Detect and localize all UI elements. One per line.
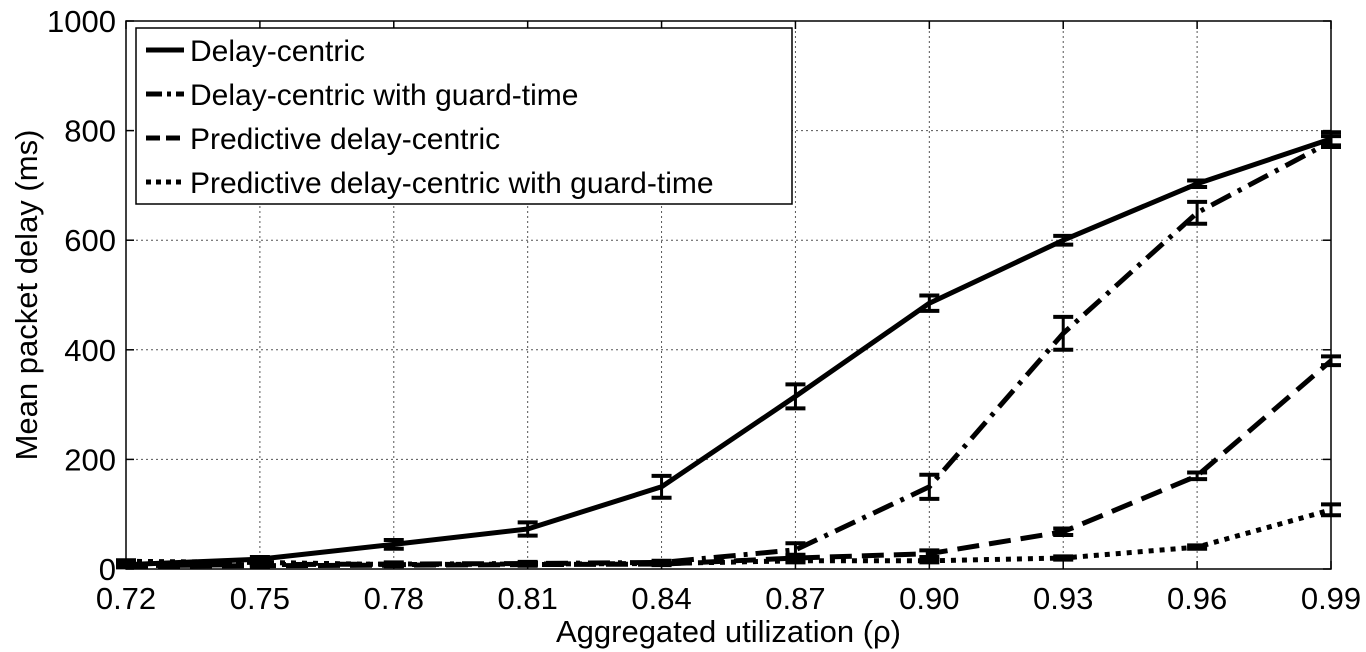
- series-line-1: [125, 136, 1332, 568]
- series-line-4: [125, 507, 1332, 568]
- plot-frame: [125, 20, 1332, 570]
- x-tick-label: 0.72: [96, 581, 156, 616]
- y-tick-label: 200: [64, 442, 116, 477]
- x-tick-label: 0.87: [765, 581, 825, 616]
- legend-label-2: Delay-centric with guard-time: [190, 79, 578, 112]
- x-axis-label: Aggregated utilization (ρ): [556, 614, 901, 649]
- y-tick-label: 0: [99, 552, 116, 587]
- x-tick-label: 0.99: [1301, 581, 1361, 616]
- y-tick-label: 800: [64, 114, 116, 149]
- y-tick-label: 600: [64, 223, 116, 258]
- x-tick-label: 0.81: [497, 581, 557, 616]
- x-tick-label: 0.75: [230, 581, 290, 616]
- x-tick-label: 0.90: [899, 581, 959, 616]
- x-tick-label: 0.96: [1167, 581, 1227, 616]
- y-tick-label: 1000: [47, 4, 116, 39]
- legend-label-3: Predictive delay-centric: [190, 123, 500, 156]
- x-tick-label: 0.84: [631, 581, 691, 616]
- y-tick-label: 400: [64, 333, 116, 368]
- legend-label-4: Predictive delay-centric with guard-time: [190, 167, 714, 200]
- y-axis-label: Mean packet delay (ms): [9, 130, 44, 461]
- legend-label-1: Delay-centric: [190, 35, 365, 68]
- legend-box: [135, 27, 793, 205]
- x-tick-label: 0.78: [364, 581, 424, 616]
- x-tick-label: 0.93: [1033, 581, 1093, 616]
